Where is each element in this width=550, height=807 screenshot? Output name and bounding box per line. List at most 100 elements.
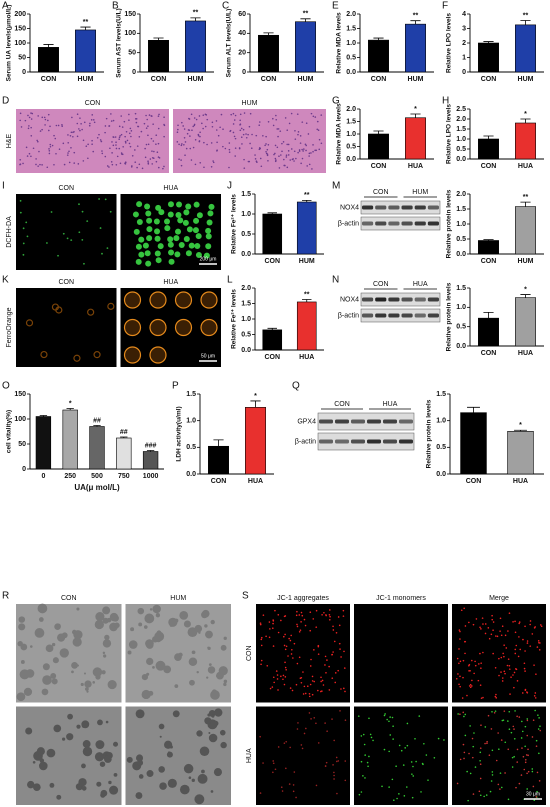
blot-band bbox=[401, 313, 413, 318]
texture bbox=[53, 724, 62, 733]
texture bbox=[498, 748, 500, 751]
texture bbox=[304, 624, 307, 627]
texture bbox=[310, 658, 312, 661]
texture bbox=[297, 133, 299, 136]
texture bbox=[155, 660, 166, 671]
texture bbox=[70, 147, 72, 149]
texture bbox=[455, 677, 458, 680]
blot-band bbox=[401, 205, 413, 210]
error-bar bbox=[373, 130, 384, 134]
texture bbox=[265, 143, 267, 145]
error-bar bbox=[263, 32, 274, 36]
texture bbox=[284, 661, 286, 664]
texture bbox=[461, 697, 464, 699]
texture bbox=[254, 158, 257, 160]
texture bbox=[324, 655, 327, 658]
texture bbox=[308, 695, 311, 698]
texture bbox=[66, 154, 69, 156]
texture bbox=[228, 151, 231, 153]
y-tick-label: 1.0 bbox=[241, 316, 251, 323]
texture bbox=[264, 144, 266, 147]
texture bbox=[82, 139, 85, 142]
texture bbox=[290, 653, 293, 655]
panel-letter: J bbox=[227, 181, 232, 192]
texture bbox=[95, 740, 105, 750]
y-tick-label: 1.5 bbox=[436, 391, 446, 398]
texture bbox=[469, 686, 472, 689]
texture bbox=[325, 671, 327, 674]
texture bbox=[329, 618, 331, 621]
texture bbox=[531, 736, 534, 738]
x-tick-label: CON bbox=[466, 478, 482, 485]
texture bbox=[497, 732, 499, 734]
y-tick-label: 60 bbox=[238, 11, 246, 18]
y-tick-label: 1.5 bbox=[241, 191, 251, 198]
texture bbox=[134, 161, 137, 163]
texture bbox=[301, 121, 304, 123]
texture bbox=[288, 637, 290, 640]
texture bbox=[80, 682, 84, 687]
texture bbox=[19, 119, 21, 122]
texture bbox=[331, 718, 333, 720]
y-axis-label: Relative LPO levels bbox=[446, 104, 453, 164]
texture bbox=[155, 134, 158, 137]
x-tick-label: HUA bbox=[513, 478, 528, 485]
texture bbox=[406, 786, 408, 788]
texture bbox=[479, 652, 481, 655]
texture bbox=[328, 689, 331, 691]
y-axis-label: Serum UA levels(μmol/L) bbox=[6, 5, 13, 82]
texture bbox=[456, 782, 459, 785]
texture bbox=[185, 203, 192, 210]
texture bbox=[92, 119, 95, 121]
texture bbox=[195, 252, 202, 259]
bar bbox=[515, 24, 536, 73]
significance: ** bbox=[304, 291, 310, 298]
texture bbox=[500, 786, 503, 789]
texture bbox=[362, 733, 365, 736]
texture bbox=[52, 657, 59, 664]
texture bbox=[301, 157, 304, 160]
texture bbox=[512, 621, 514, 623]
texture bbox=[513, 738, 516, 740]
texture bbox=[74, 641, 78, 646]
texture bbox=[503, 710, 506, 712]
texture bbox=[213, 768, 222, 777]
texture bbox=[200, 291, 218, 309]
texture bbox=[300, 681, 303, 684]
texture bbox=[164, 218, 171, 225]
y-tick-label: 200 bbox=[14, 11, 26, 18]
texture bbox=[491, 614, 493, 617]
texture bbox=[523, 768, 526, 771]
y-tick-label: 0.5 bbox=[346, 54, 356, 61]
texture bbox=[137, 607, 145, 615]
error-bar bbox=[153, 37, 164, 41]
texture bbox=[414, 737, 416, 740]
blot-band bbox=[427, 313, 439, 318]
texture bbox=[179, 611, 189, 620]
significance: ** bbox=[83, 19, 89, 26]
texture bbox=[464, 713, 467, 716]
texture bbox=[482, 651, 484, 654]
panel-letter: L bbox=[227, 275, 233, 286]
texture bbox=[498, 657, 500, 660]
error-bar bbox=[410, 113, 421, 118]
texture bbox=[146, 672, 150, 676]
texture bbox=[480, 697, 483, 699]
column-label: HUM bbox=[242, 100, 258, 107]
texture bbox=[296, 625, 299, 628]
texture bbox=[389, 716, 391, 718]
texture bbox=[482, 696, 484, 699]
texture bbox=[19, 163, 22, 165]
texture bbox=[41, 688, 49, 696]
texture bbox=[537, 714, 539, 716]
texture bbox=[458, 662, 460, 665]
texture bbox=[386, 718, 388, 721]
texture bbox=[518, 621, 521, 623]
texture bbox=[22, 227, 25, 230]
error-bar bbox=[267, 327, 277, 330]
texture bbox=[489, 790, 492, 793]
texture bbox=[46, 242, 48, 244]
texture bbox=[185, 250, 192, 257]
x-tick-label: HUA bbox=[408, 163, 423, 170]
y-axis-label: Relative Fe²⁺ levels bbox=[231, 194, 238, 254]
